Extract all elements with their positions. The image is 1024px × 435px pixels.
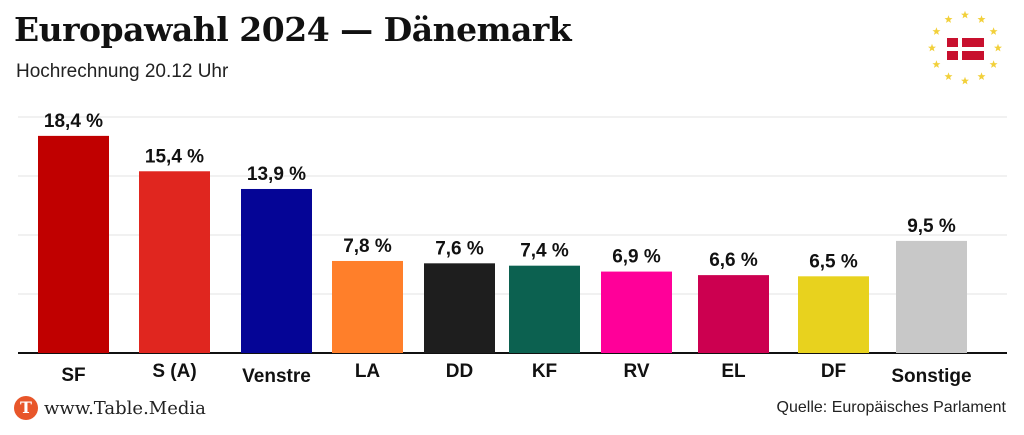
category-label: EL [721, 361, 746, 382]
category-label: S (A) [152, 361, 196, 382]
value-label: 18,4 % [44, 111, 103, 132]
chart-subtitle: Hochrechnung 20.12 Uhr [16, 61, 229, 82]
star-icon [994, 43, 1002, 52]
value-label: 6,5 % [809, 251, 858, 272]
value-label: 6,6 % [709, 250, 758, 271]
star-icon [977, 15, 986, 23]
star-icon [989, 27, 998, 35]
bar-RV [601, 271, 672, 353]
bar-DD [424, 263, 495, 353]
category-label: LA [355, 361, 381, 382]
chart-title: Europawahl 2024 — Dänemark [14, 10, 572, 49]
category-label: Sonstige [891, 366, 971, 387]
bar-KF [509, 265, 580, 353]
category-label: RV [623, 361, 649, 382]
bar-EL [698, 275, 769, 353]
category-label: DD [446, 361, 473, 382]
bar-SF [38, 135, 109, 353]
category-label: DF [821, 361, 846, 382]
star-icon [989, 60, 998, 68]
bar-Sonstige [896, 240, 967, 353]
eu-denmark-flag-logo [928, 10, 1002, 85]
star-icon [928, 43, 936, 52]
value-label: 15,4 % [145, 146, 204, 167]
bar-Venstre [241, 188, 312, 353]
value-label: 9,5 % [907, 216, 956, 237]
table-media-logo-icon: T [14, 396, 38, 420]
category-label: Venstre [242, 366, 311, 387]
brand: T www.Table.Media [14, 396, 206, 420]
category-label: SF [61, 365, 85, 386]
bar-chart: 18,4 % SF 15,4 % S (A) 13,9 % Venstre 7,8 % LA 7… [18, 111, 1007, 387]
star-icon [977, 72, 986, 80]
site-url: www.Table.Media [44, 397, 206, 419]
category-label: KF [532, 361, 557, 382]
value-label: 13,9 % [247, 164, 306, 185]
value-label: 7,6 % [435, 238, 484, 259]
star-icon [944, 15, 953, 23]
value-label: 6,9 % [612, 247, 661, 268]
danish-flag-icon [947, 38, 984, 60]
logo-letter: T [20, 398, 32, 417]
bar-LA [332, 260, 403, 353]
bar-DF [798, 276, 869, 353]
star-icon [961, 76, 969, 85]
value-label: 7,4 % [520, 241, 569, 262]
star-icon [944, 72, 953, 80]
star-icon [932, 27, 941, 35]
star-icon [961, 10, 969, 19]
bar-S (A) [139, 171, 210, 353]
star-icon [932, 60, 941, 68]
source-note: Quelle: Europäisches Parlament [776, 399, 1006, 416]
value-label: 7,8 % [343, 236, 392, 257]
